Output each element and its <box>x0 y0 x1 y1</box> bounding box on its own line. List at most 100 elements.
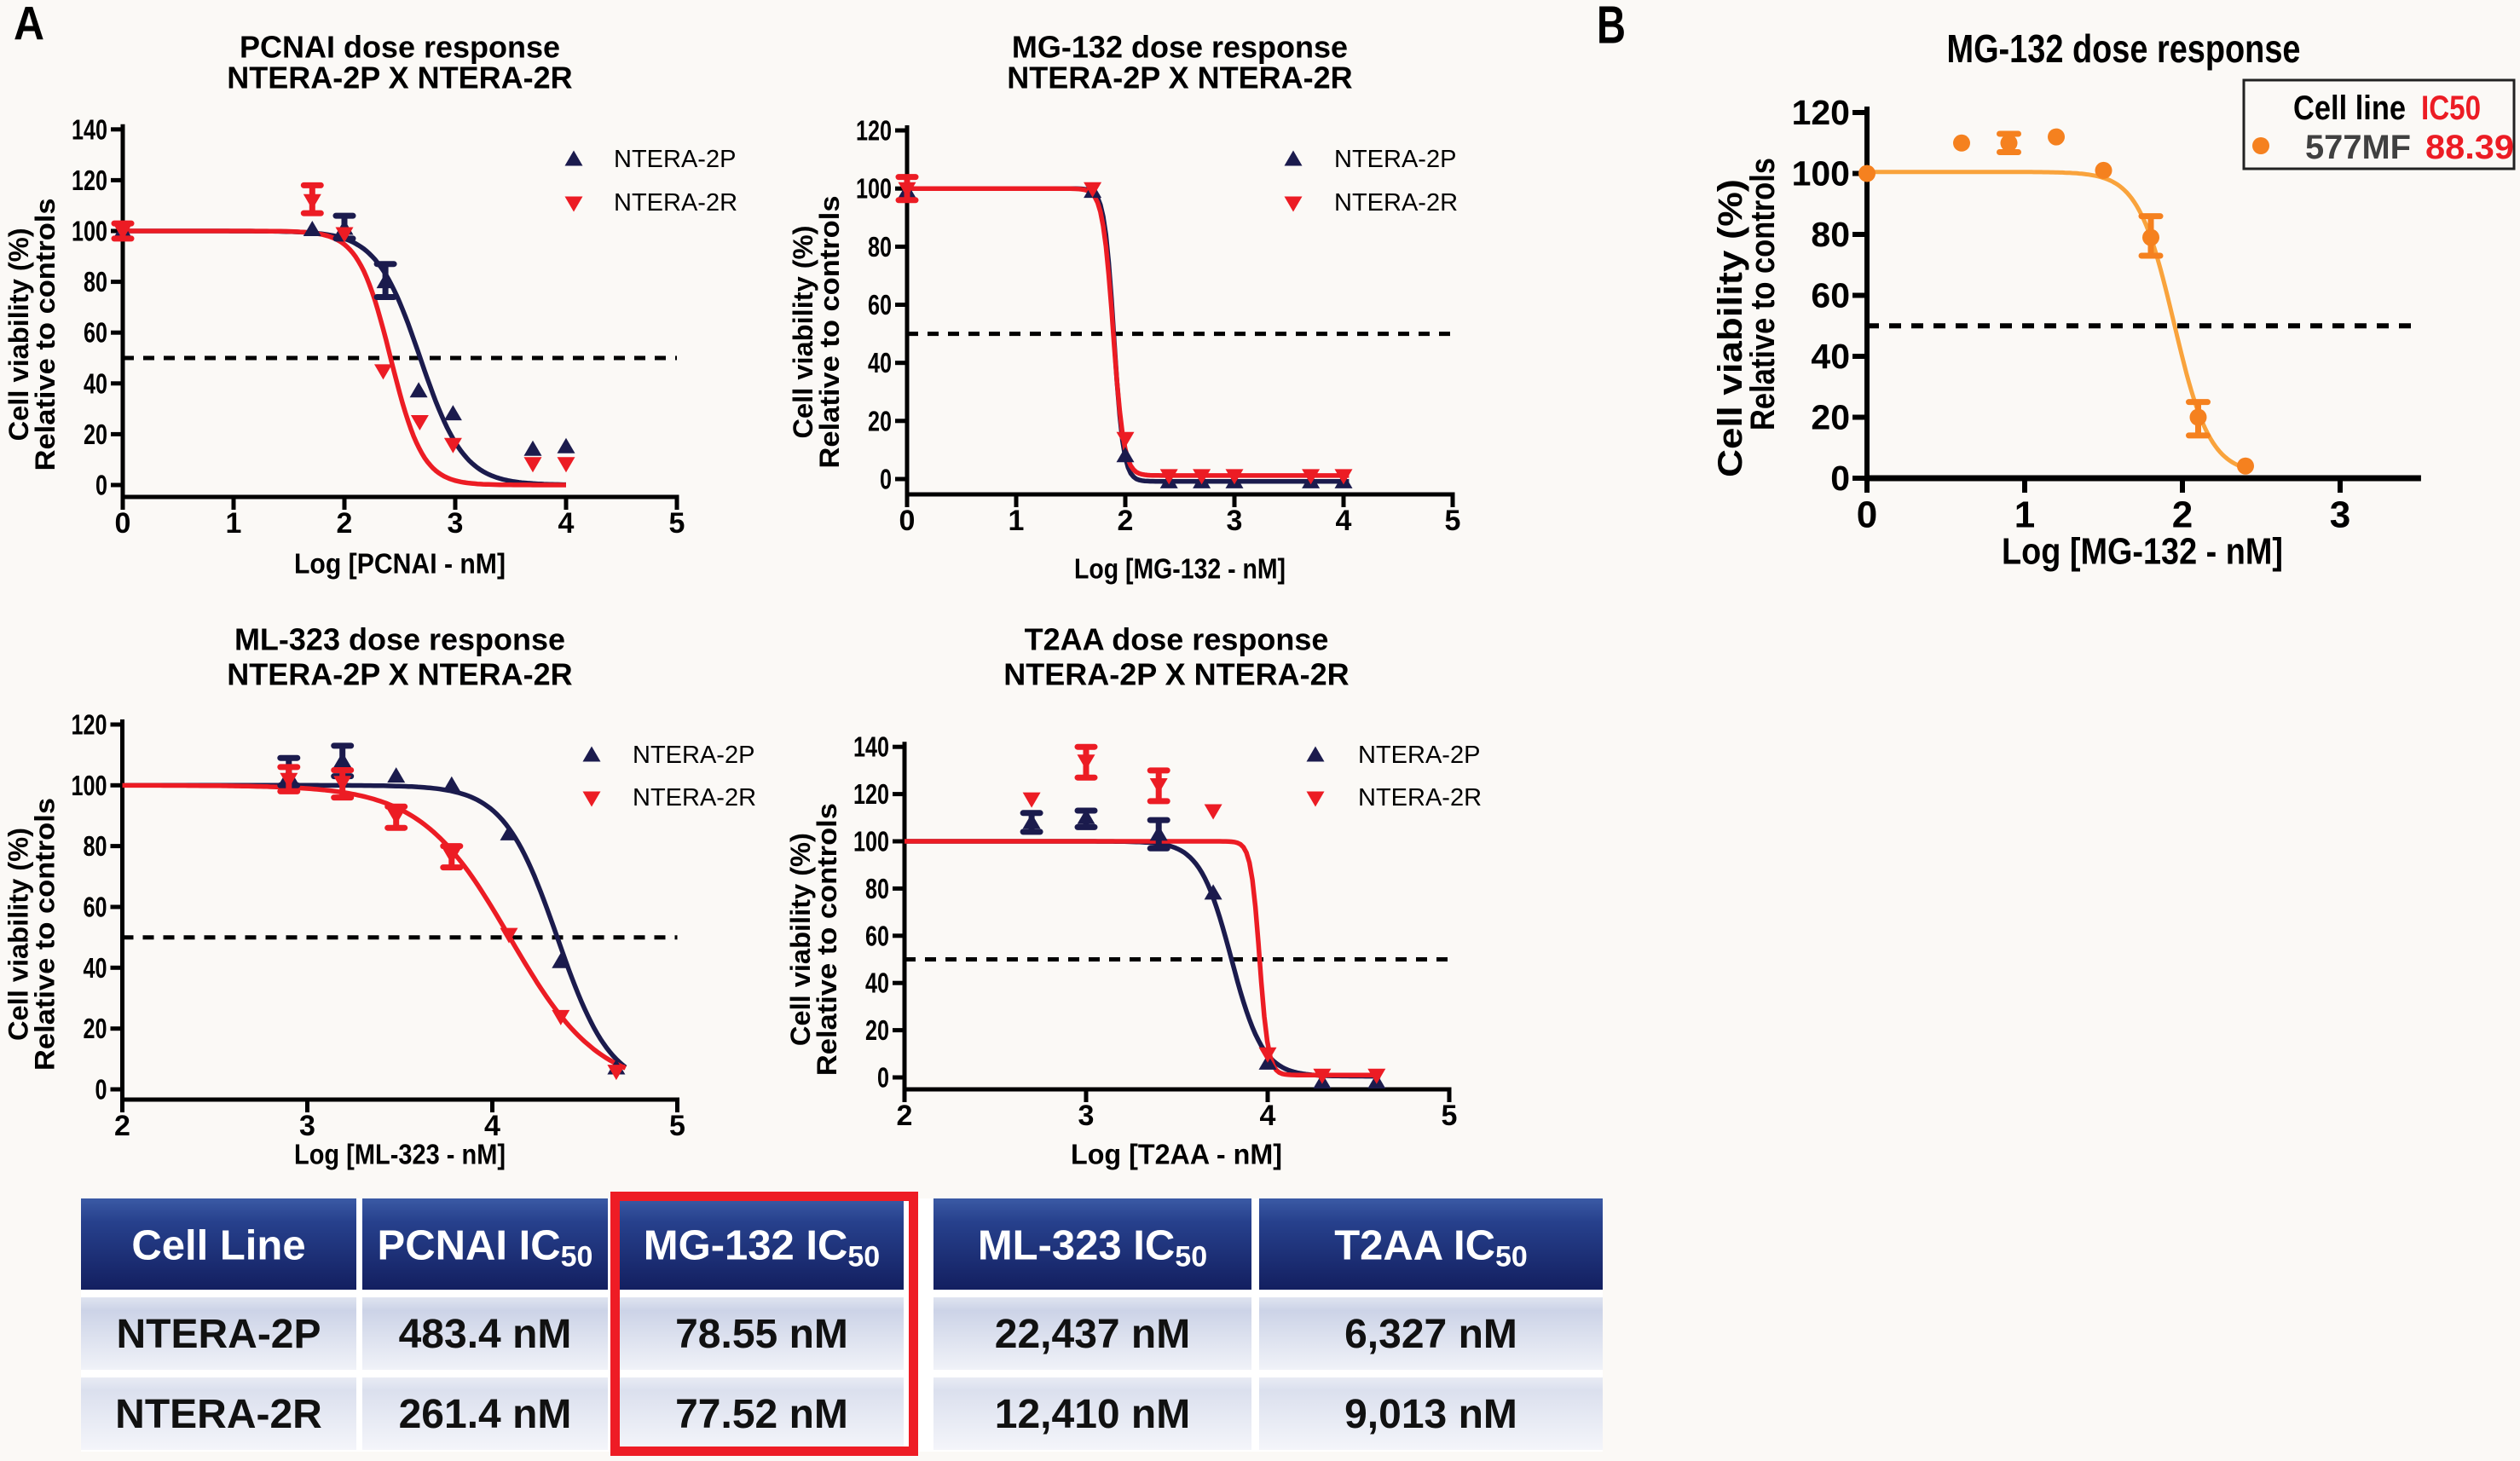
svg-text:60: 60 <box>84 892 107 923</box>
svg-text:140: 140 <box>853 731 889 763</box>
svg-text:100: 100 <box>72 216 107 247</box>
svg-text:20: 20 <box>84 419 107 450</box>
svg-text:NTERA-2R: NTERA-2R <box>1334 189 1458 217</box>
svg-text:40: 40 <box>84 952 107 984</box>
svg-text:22,437 nM: 22,437 nM <box>995 1312 1190 1357</box>
svg-text:0: 0 <box>1857 494 1877 536</box>
svg-text:20: 20 <box>84 1013 107 1044</box>
svg-text:NTERA-2R: NTERA-2R <box>1358 784 1482 811</box>
svg-text:6,327 nM: 6,327 nM <box>1344 1312 1517 1357</box>
svg-text:2: 2 <box>897 1100 913 1132</box>
svg-text:40: 40 <box>1811 337 1850 376</box>
svg-text:140: 140 <box>72 113 107 145</box>
svg-text:NTERA-2R: NTERA-2R <box>115 1392 322 1437</box>
svg-text:1: 1 <box>1009 505 1025 537</box>
svg-text:5: 5 <box>669 1110 685 1142</box>
svg-text:100: 100 <box>1792 154 1850 193</box>
svg-text:100: 100 <box>72 770 107 801</box>
svg-text:2: 2 <box>2172 494 2193 536</box>
svg-text:20: 20 <box>868 405 892 436</box>
svg-text:0: 0 <box>880 464 892 495</box>
svg-text:Log [ML-323 - nM]: Log [ML-323 - nM] <box>294 1139 506 1170</box>
svg-text:3: 3 <box>1078 1100 1095 1132</box>
svg-text:5: 5 <box>1445 505 1461 537</box>
svg-text:3: 3 <box>2330 494 2350 536</box>
svg-text:20: 20 <box>865 1014 889 1046</box>
svg-text:120: 120 <box>856 115 892 147</box>
svg-text:120: 120 <box>72 709 107 741</box>
svg-text:2: 2 <box>1118 505 1134 537</box>
svg-text:60: 60 <box>1811 276 1850 315</box>
svg-text:120: 120 <box>1792 93 1850 132</box>
svg-text:20: 20 <box>1811 398 1850 437</box>
svg-text:0: 0 <box>95 1074 107 1106</box>
svg-text:120: 120 <box>72 165 107 196</box>
svg-text:9,013 nM: 9,013 nM <box>1344 1392 1517 1437</box>
svg-text:4: 4 <box>1336 505 1352 537</box>
svg-text:0: 0 <box>1830 459 1850 498</box>
svg-text:0: 0 <box>899 505 916 537</box>
svg-text:12,410 nM: 12,410 nM <box>995 1392 1190 1437</box>
svg-text:80: 80 <box>84 266 107 297</box>
svg-text:80: 80 <box>1811 215 1850 254</box>
svg-text:Cell viability (%): Cell viability (%) <box>3 228 34 441</box>
svg-text:2: 2 <box>114 1110 130 1142</box>
svg-text:40: 40 <box>84 367 107 399</box>
svg-text:0: 0 <box>115 507 131 540</box>
svg-text:1: 1 <box>2014 494 2035 536</box>
svg-text:2: 2 <box>337 507 353 540</box>
svg-text:NTERA-2P: NTERA-2P <box>1334 146 1456 173</box>
svg-text:NTERA-2P: NTERA-2P <box>116 1312 321 1357</box>
svg-text:A: A <box>14 0 44 50</box>
svg-text:Relative to controls: Relative to controls <box>814 195 845 468</box>
svg-text:60: 60 <box>868 289 892 320</box>
svg-text:NTERA-2P: NTERA-2P <box>1358 742 1480 769</box>
svg-text:3: 3 <box>299 1110 315 1142</box>
svg-text:Relative to controls: Relative to controls <box>812 803 842 1076</box>
svg-text:88.39: 88.39 <box>2425 129 2514 166</box>
svg-text:3: 3 <box>448 507 464 540</box>
svg-text:Relative to controls: Relative to controls <box>1744 158 1782 430</box>
svg-text:4: 4 <box>558 507 575 540</box>
svg-text:0: 0 <box>877 1062 889 1094</box>
svg-text:5: 5 <box>669 507 685 540</box>
svg-text:PCNAI dose response: PCNAI dose response <box>240 30 560 65</box>
svg-text:78.55 nM: 78.55 nM <box>675 1312 848 1357</box>
svg-text:Cell viability (%): Cell viability (%) <box>785 833 816 1046</box>
svg-text:Relative to controls: Relative to controls <box>30 798 61 1071</box>
svg-text:100: 100 <box>853 826 889 858</box>
svg-text:100: 100 <box>856 173 892 205</box>
svg-text:NTERA-2P X NTERA-2R: NTERA-2P X NTERA-2R <box>1003 657 1349 692</box>
svg-text:Log [MG-132 - nM]: Log [MG-132 - nM] <box>2002 531 2283 573</box>
svg-text:NTERA-2P: NTERA-2P <box>633 742 754 769</box>
svg-text:Cell viability (%): Cell viability (%) <box>3 828 34 1041</box>
svg-text:1: 1 <box>226 507 242 540</box>
svg-text:577MF: 577MF <box>2305 129 2411 166</box>
svg-text:Cell Line: Cell Line <box>131 1223 305 1269</box>
svg-text:40: 40 <box>868 347 892 378</box>
svg-text:80: 80 <box>865 873 889 904</box>
svg-text:T2AA dose response: T2AA dose response <box>1025 622 1329 657</box>
svg-text:261.4 nM: 261.4 nM <box>399 1392 572 1437</box>
svg-text:483.4 nM: 483.4 nM <box>399 1312 572 1357</box>
svg-text:77.52 nM: 77.52 nM <box>675 1392 848 1437</box>
svg-text:Cell viability (%): Cell viability (%) <box>1712 179 1749 477</box>
svg-text:Cell viability (%): Cell viability (%) <box>788 226 818 439</box>
svg-text:MG-132 dose response: MG-132 dose response <box>1947 26 2301 71</box>
svg-text:ML-323 IC50: ML-323 IC50 <box>978 1223 1207 1273</box>
svg-text:5: 5 <box>1442 1100 1458 1132</box>
svg-text:MG-132 IC50: MG-132 IC50 <box>644 1223 880 1273</box>
svg-text:B: B <box>1597 0 1626 55</box>
svg-text:Relative to controls: Relative to controls <box>30 198 61 471</box>
svg-text:Log [MG-132 - nM]: Log [MG-132 - nM] <box>1074 553 1286 585</box>
svg-text:NTERA-2P: NTERA-2P <box>614 146 736 173</box>
svg-text:40: 40 <box>865 967 889 999</box>
svg-text:60: 60 <box>865 920 889 951</box>
svg-text:MG-132 dose response: MG-132 dose response <box>1012 30 1348 65</box>
svg-text:Log [PCNAI - nM]: Log [PCNAI - nM] <box>294 548 506 580</box>
svg-text:Log [T2AA - nM]: Log [T2AA - nM] <box>1071 1139 1282 1170</box>
svg-text:120: 120 <box>853 778 889 810</box>
svg-text:80: 80 <box>868 231 892 263</box>
svg-text:60: 60 <box>84 317 107 349</box>
svg-text:80: 80 <box>84 830 107 862</box>
